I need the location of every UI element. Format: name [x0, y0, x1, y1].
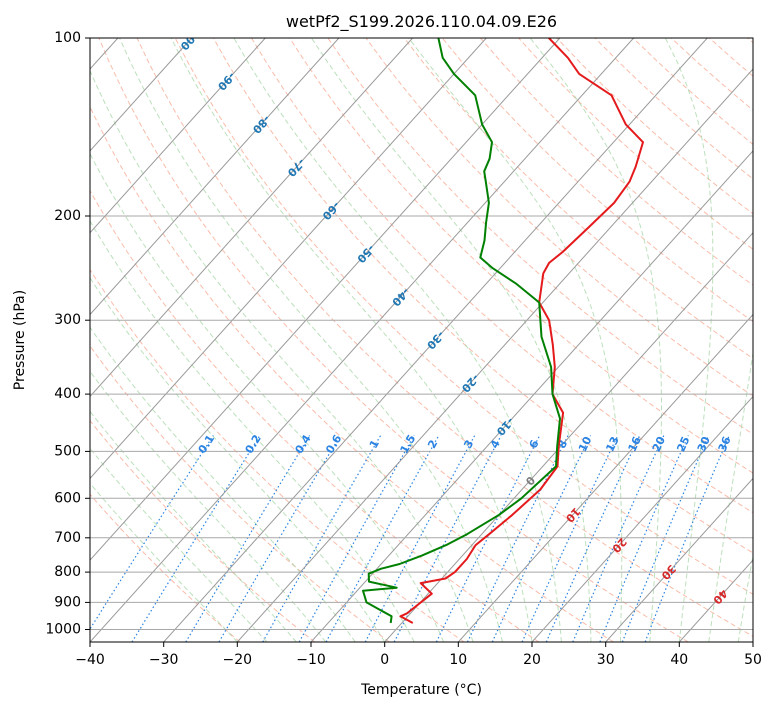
mixing-ratio-line	[325, 435, 440, 642]
y-axis-label: Pressure (hPa)	[12, 290, 28, 390]
x-tick-label: −30	[149, 652, 179, 668]
plot-frame	[89, 37, 754, 643]
moist-adiabat	[119, 38, 503, 642]
mixing-ratio-line	[298, 435, 415, 642]
x-axis-label: Temperature (°C)	[360, 682, 482, 698]
moist-adiabat	[529, 38, 662, 642]
mixing-ratio-line	[599, 435, 689, 642]
temperature-trace	[399, 38, 644, 624]
y-tick-label: 400	[54, 386, 81, 402]
dry-adiabat	[365, 38, 753, 397]
isotherm	[457, 313, 753, 642]
isotherm	[90, 38, 340, 316]
moist-adiabat	[170, 38, 533, 642]
dry-adiabat	[327, 38, 753, 435]
x-tick-label: 50	[744, 652, 762, 668]
y-tick-label: 900	[54, 594, 81, 610]
isotherm	[90, 38, 413, 398]
moist-adiabat	[90, 276, 386, 642]
moist-adiabat	[90, 482, 238, 642]
mixing-ratio-line	[185, 435, 311, 642]
dewpoint-trace	[362, 38, 561, 624]
moist-adiabat	[408, 38, 623, 642]
mixing-ratio-label: 30	[695, 434, 713, 454]
x-tick-label: 30	[597, 652, 615, 668]
mixing-ratio-label: 13	[603, 434, 621, 453]
y-tick-label: 1000	[45, 622, 81, 638]
mixing-ratio-line	[131, 435, 261, 642]
mixing-ratio-line	[644, 435, 730, 642]
chart-title: wetPf2_S199.2026.110.04.09.E26	[286, 12, 557, 32]
moist-adiabat	[708, 350, 753, 642]
mixing-ratio-label: 16	[626, 434, 644, 454]
mixing-ratio-label: 20	[650, 434, 668, 454]
moist-adiabat	[90, 370, 327, 642]
x-tick-label: 0	[380, 652, 389, 668]
moist-adiabat	[90, 69, 474, 642]
moist-adiabat	[233, 38, 562, 642]
mixing-ratio-line	[218, 435, 341, 642]
dry-adiabat	[480, 38, 753, 286]
x-tick-label: −40	[75, 652, 105, 668]
dry-adiabat	[98, 38, 689, 642]
x-tick-label: 10	[449, 652, 467, 668]
moist-adiabat	[737, 552, 753, 642]
moist-adiabat	[664, 38, 714, 642]
mixing-ratio-line	[262, 435, 382, 642]
isotherm	[90, 38, 561, 561]
dry-adiabat	[251, 38, 753, 514]
y-tick-label: 600	[54, 490, 81, 506]
x-tick-label: −20	[223, 652, 253, 668]
moist-adiabat	[310, 38, 592, 642]
mixing-ratio-line	[572, 435, 665, 642]
mixing-ratio-label: 10	[576, 434, 595, 454]
moist-adiabat	[90, 220, 415, 642]
dry-adiabat	[212, 38, 753, 554]
moist-adiabat	[90, 410, 297, 642]
dry-adiabat	[174, 38, 753, 595]
y-tick-label: 700	[54, 530, 81, 546]
dry-adiabat	[90, 189, 540, 642]
x-tick-label: 20	[523, 652, 541, 668]
x-tick-label: 40	[670, 652, 688, 668]
isotherm	[384, 232, 753, 642]
isotherm	[90, 38, 192, 152]
y-tick-label: 500	[54, 443, 81, 459]
isotherm	[605, 477, 753, 642]
mixing-ratio-line	[90, 435, 214, 631]
y-tick-label: 800	[54, 564, 81, 580]
dry-adiabat	[90, 268, 465, 642]
mixing-ratio-line	[435, 435, 541, 642]
isotherm	[90, 38, 634, 642]
mixing-ratio-line	[621, 435, 710, 642]
dry-adiabat	[90, 345, 390, 642]
y-tick-label: 200	[54, 208, 81, 224]
isotherm	[531, 395, 753, 642]
isotherm	[163, 38, 708, 642]
mixing-ratio-label: 25	[674, 435, 692, 454]
moist-adiabat	[90, 326, 356, 642]
isotherm	[310, 150, 753, 642]
isotherm	[236, 68, 753, 642]
y-tick-label: 100	[54, 30, 81, 46]
x-tick-label: −10	[296, 652, 326, 668]
mixing-ratio-label: 36	[716, 434, 734, 454]
isotherm	[90, 38, 487, 480]
dry-adiabat	[441, 38, 753, 323]
y-tick-label: 300	[54, 312, 81, 328]
dry-adiabat	[90, 105, 614, 642]
isotherm	[90, 38, 266, 234]
dry-adiabat	[90, 419, 316, 642]
moist-adiabat	[90, 447, 268, 642]
mixing-ratio-line	[393, 435, 502, 642]
